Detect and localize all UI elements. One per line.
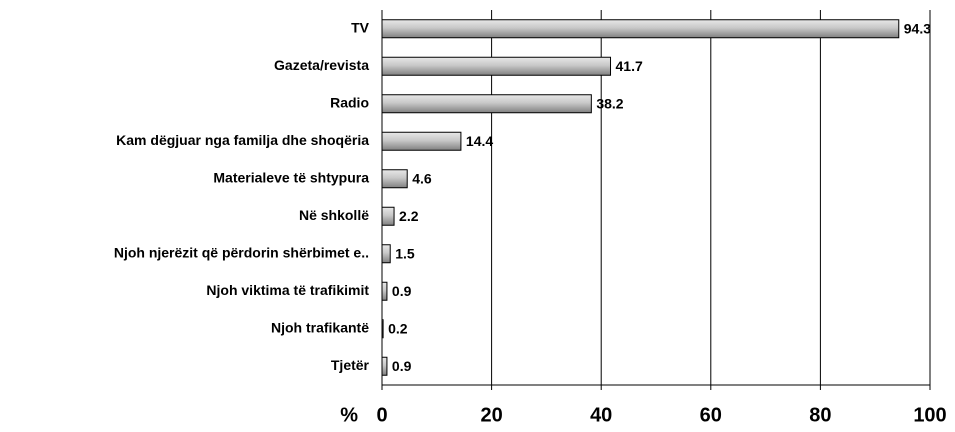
x-tick-label: 20 [480, 404, 502, 426]
bar [381, 356, 388, 376]
x-tick-label: 100 [913, 404, 946, 426]
bar [381, 131, 462, 151]
y-tick-label: Njoh njerëzit që përdorin shërbimet e.. [114, 244, 369, 260]
y-tick-label: Njoh viktima të trafikimit [206, 282, 369, 298]
y-tick-label: Materialeve të shtypura [213, 169, 369, 185]
data-label: 0.2 [388, 320, 408, 336]
bar [381, 244, 391, 264]
y-tick-label: Në shkollë [299, 207, 369, 223]
data-label: 14.4 [466, 133, 493, 149]
bar [381, 19, 900, 39]
x-tick-label: 60 [700, 404, 722, 426]
bar [381, 281, 388, 301]
data-label: 38.2 [596, 95, 623, 111]
data-label: 0.9 [392, 283, 412, 299]
data-label: 1.5 [395, 245, 415, 261]
data-label: 2.2 [399, 208, 419, 224]
y-tick-label: Gazeta/revista [274, 57, 369, 73]
bar [381, 94, 592, 114]
data-label: 0.9 [392, 358, 412, 374]
y-tick-label: Kam dëgjuar nga familja dhe shoqëria [116, 132, 369, 148]
data-label: 4.6 [412, 170, 432, 186]
bar [381, 206, 395, 226]
data-label: 94.3 [904, 20, 931, 36]
y-tick-label: Radio [330, 94, 369, 110]
x-tick-label: 0 [376, 404, 387, 426]
y-tick-label: TV [351, 19, 370, 35]
bar [381, 319, 384, 339]
bar [381, 56, 612, 76]
x-tick-label: 80 [809, 404, 831, 426]
x-tick-label: 40 [590, 404, 612, 426]
x-axis-label: % [340, 404, 358, 426]
y-tick-label: Njoh trafikantë [271, 319, 369, 335]
y-tick-label: Tjetër [331, 357, 370, 373]
data-label: 41.7 [616, 58, 643, 74]
bar [381, 169, 408, 189]
